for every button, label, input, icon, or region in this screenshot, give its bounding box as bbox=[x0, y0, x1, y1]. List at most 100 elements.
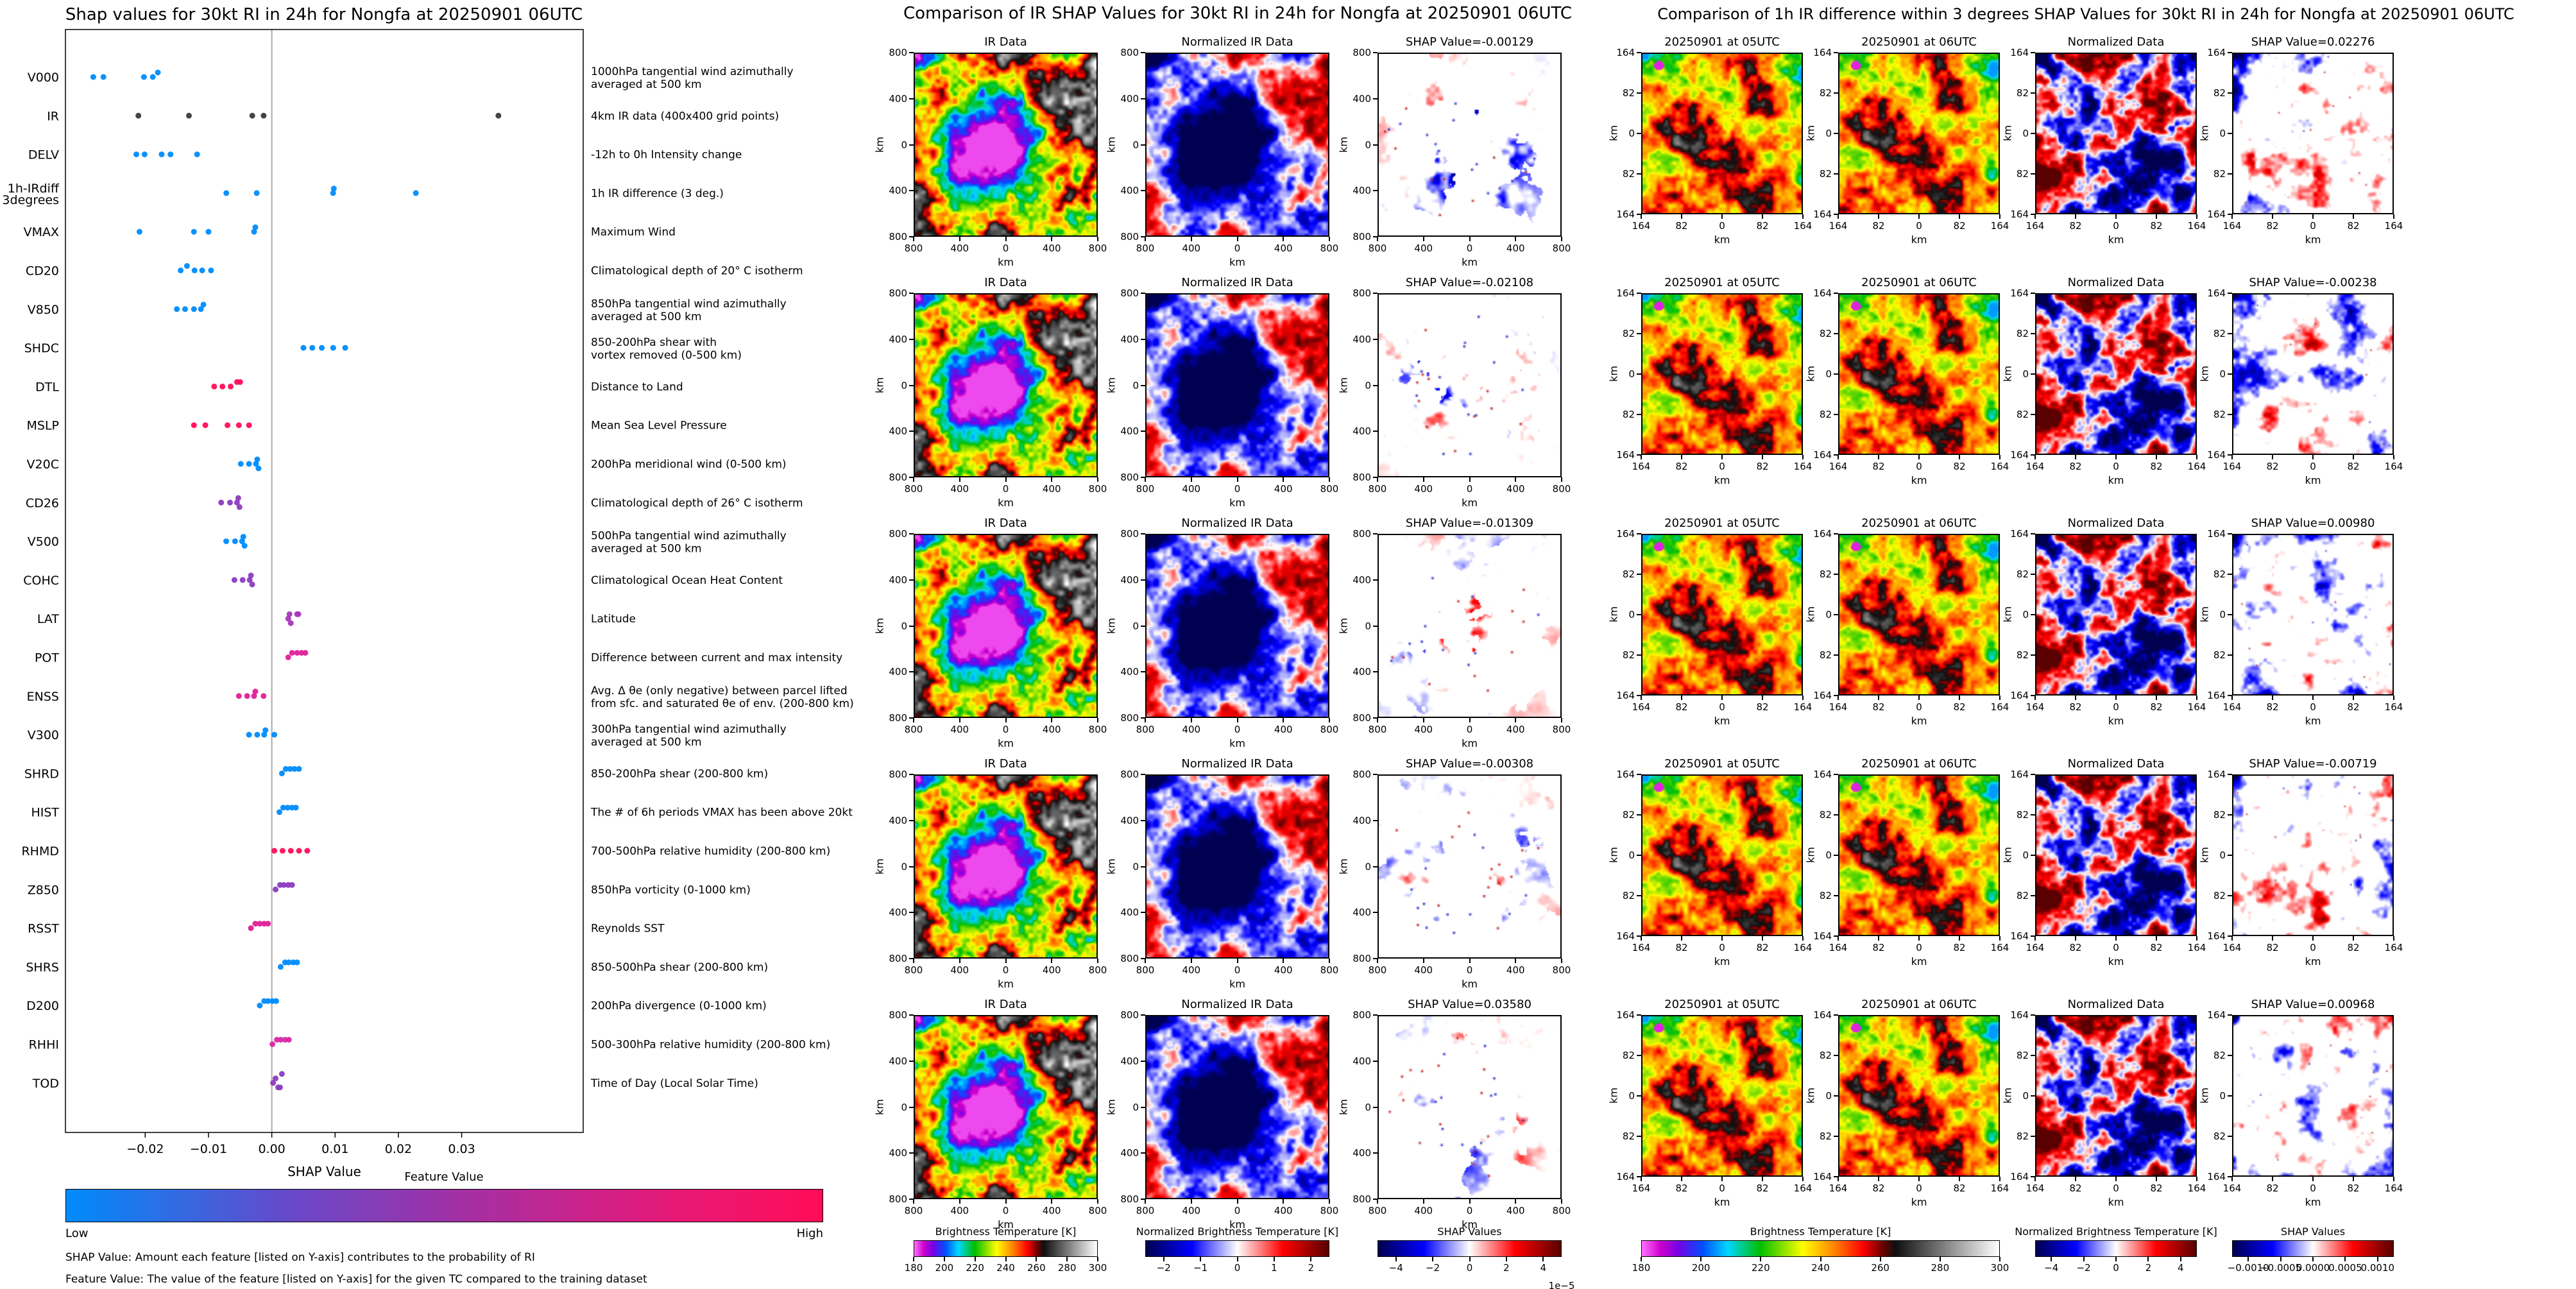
feature-description: 4km IR data (400x400 grid points) bbox=[591, 110, 779, 123]
feature-name: DTL bbox=[35, 380, 59, 394]
x-tick-mark bbox=[1051, 718, 1053, 722]
colorbar-gradient bbox=[2036, 1241, 2196, 1256]
x-tick-mark bbox=[1005, 959, 1007, 963]
shap-point bbox=[249, 112, 255, 119]
colorbar-high-label: High bbox=[796, 1227, 823, 1240]
y-tick-mark bbox=[1834, 1014, 1838, 1016]
x-axis-label: km bbox=[1911, 715, 1927, 727]
x-tick-label: 0.03 bbox=[448, 1142, 475, 1156]
y-tick-label: 0 bbox=[1365, 139, 1371, 151]
y-tick-mark bbox=[2031, 52, 2035, 53]
x-tick-mark bbox=[1051, 959, 1053, 963]
x-tick-label: 164 bbox=[1632, 942, 1651, 953]
x-tick-label: 0 bbox=[1002, 1205, 1009, 1216]
y-tick-label: 800 bbox=[1352, 712, 1371, 724]
shap-point bbox=[342, 345, 348, 351]
x-tick-mark bbox=[2196, 696, 2197, 700]
y-tick-label: 164 bbox=[1813, 528, 1832, 540]
y-tick-label: 164 bbox=[2010, 449, 2029, 461]
x-tick-mark bbox=[1377, 718, 1378, 722]
x-axis-label: km bbox=[1229, 978, 1245, 990]
shap-point bbox=[286, 959, 292, 966]
feature-description: from sfc. and saturated θe of env. (200-… bbox=[591, 697, 854, 710]
colorbar-tick-mark bbox=[1700, 1257, 1702, 1261]
x-tick-mark bbox=[2075, 214, 2076, 219]
x-tick-label: 164 bbox=[1632, 220, 1651, 232]
colorbar-tick-mark bbox=[1760, 1257, 1762, 1261]
shap-point bbox=[253, 190, 260, 196]
shap-point bbox=[244, 693, 250, 699]
y-tick-mark bbox=[1637, 92, 1641, 94]
y-tick-label: 800 bbox=[1120, 712, 1139, 724]
y-tick-mark bbox=[1834, 1055, 1838, 1056]
y-tick-label: 164 bbox=[2010, 1009, 2029, 1021]
x-tick-label: 82 bbox=[2069, 1182, 2082, 1194]
y-tick-mark bbox=[1373, 293, 1378, 294]
y-tick-label: 82 bbox=[2016, 568, 2029, 580]
colorbar-tick-label: −2 bbox=[1156, 1262, 1171, 1274]
shap-point bbox=[183, 263, 190, 269]
y-tick-label: 0 bbox=[901, 139, 907, 151]
x-tick-mark bbox=[1515, 237, 1517, 241]
y-tick-mark bbox=[1373, 717, 1378, 719]
x-tick-mark bbox=[1329, 718, 1330, 722]
x-tick-label: 0 bbox=[1916, 1182, 1922, 1194]
y-tick-label: 164 bbox=[1813, 1009, 1832, 1021]
y-tick-label: 400 bbox=[1352, 425, 1371, 438]
x-tick-mark bbox=[2393, 455, 2394, 459]
y-tick-mark bbox=[1637, 133, 1641, 134]
shap-point bbox=[241, 543, 248, 549]
y-tick-label: 164 bbox=[1813, 47, 1832, 58]
y-tick-label: 0 bbox=[901, 379, 907, 391]
y-tick-label: 400 bbox=[1352, 574, 1371, 586]
y-tick-label: 0 bbox=[1825, 368, 1832, 380]
shap-point bbox=[248, 572, 254, 579]
x-tick-label: 164 bbox=[1632, 461, 1651, 472]
y-tick-mark bbox=[1373, 866, 1378, 867]
ir-image-canvas bbox=[915, 54, 1096, 235]
y-tick-mark bbox=[909, 1014, 914, 1016]
y-tick-mark bbox=[1141, 338, 1145, 340]
colorbar-tick-mark bbox=[1200, 1257, 1202, 1261]
x-tick-mark bbox=[1236, 959, 1238, 963]
shap-point bbox=[225, 422, 231, 429]
x-tick-mark bbox=[1097, 959, 1098, 963]
y-axis-label: km bbox=[1804, 366, 1817, 382]
subplot-frame bbox=[2232, 53, 2394, 214]
y-tick-label: 400 bbox=[889, 333, 907, 345]
x-tick-label: 82 bbox=[1872, 942, 1885, 953]
y-tick-label: 164 bbox=[1813, 690, 1832, 701]
feature-description: 500hPa tangential wind azimuthally bbox=[591, 530, 787, 543]
x-tick-label: 164 bbox=[2222, 461, 2242, 472]
y-tick-label: 400 bbox=[1352, 1055, 1371, 1067]
x-tick-mark bbox=[1329, 477, 1330, 482]
feature-description: -12h to 0h Intensity change bbox=[591, 149, 742, 162]
feature-description: Time of Day (Local Solar Time) bbox=[590, 1077, 758, 1090]
x-tick-mark bbox=[1561, 959, 1562, 963]
x-tick-label: 82 bbox=[1953, 942, 1966, 953]
y-tick-label: 800 bbox=[889, 1193, 907, 1205]
x-tick-label: 800 bbox=[1136, 964, 1155, 976]
x-tick-mark bbox=[1329, 1199, 1330, 1204]
x-tick-label: 400 bbox=[1182, 1205, 1201, 1216]
shap-point bbox=[319, 345, 325, 351]
subplot-frame bbox=[1145, 53, 1329, 237]
x-tick-mark bbox=[2075, 455, 2076, 459]
y-tick-label: 82 bbox=[2016, 87, 2029, 99]
x-tick-label: −0.01 bbox=[190, 1142, 227, 1156]
y-tick-label: 400 bbox=[1120, 333, 1139, 345]
x-tick-label: 0 bbox=[1719, 1182, 1725, 1194]
y-tick-mark bbox=[1834, 574, 1838, 575]
x-axis-label: km bbox=[1229, 256, 1245, 268]
y-tick-label: 164 bbox=[2010, 528, 2029, 540]
shap-point bbox=[205, 228, 212, 235]
y-tick-mark bbox=[1637, 574, 1641, 575]
shap-point bbox=[309, 345, 316, 351]
y-tick-label: 800 bbox=[889, 472, 907, 483]
shap-value-note: SHAP Value: Amount each feature [listed … bbox=[65, 1251, 535, 1264]
x-tick-label: 800 bbox=[1368, 243, 1387, 254]
x-tick-mark bbox=[2312, 696, 2314, 700]
x-tick-mark bbox=[1329, 237, 1330, 241]
x-tick-label: 0 bbox=[1002, 243, 1009, 254]
